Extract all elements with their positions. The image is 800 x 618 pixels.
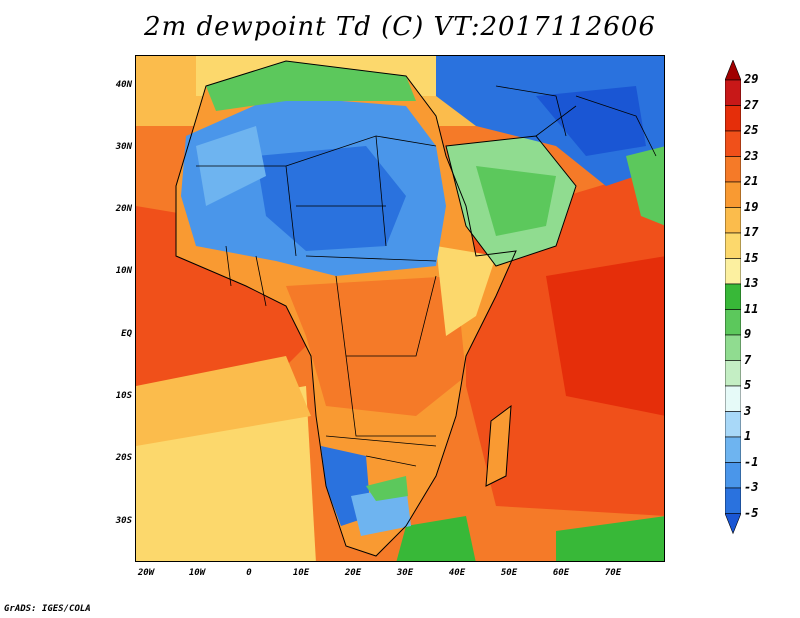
colorbar-segment xyxy=(725,105,741,132)
north-africa-coast-green xyxy=(206,61,416,111)
east-africa-moderate xyxy=(436,246,496,336)
middle-east-dry xyxy=(436,56,664,186)
colorbar-bottom-arrow xyxy=(725,513,741,535)
colorbar-segment xyxy=(725,258,741,285)
colorbar-level-label: -1 xyxy=(744,454,759,469)
country-borders xyxy=(196,135,437,467)
colorbar-segment xyxy=(725,411,741,438)
colorbar-segment xyxy=(725,283,741,310)
colorbar-level-label: 27 xyxy=(744,97,759,112)
south-africa-dry xyxy=(351,486,411,536)
colorbar-segment xyxy=(725,309,741,336)
colorbar-segment xyxy=(725,156,741,183)
colorbar-segment xyxy=(725,487,741,514)
colorbar-level-label: 21 xyxy=(744,174,759,188)
colorbar-segment xyxy=(725,334,741,361)
colorbar-segment xyxy=(725,207,741,234)
dewpoint-map xyxy=(136,56,664,561)
southern-ocean-green xyxy=(396,516,476,561)
colorbar-segment xyxy=(725,181,741,208)
lat-tick-label: EQ xyxy=(121,329,132,339)
map-title: 2m dewpoint Td (C) VT:2017112606 xyxy=(144,12,656,42)
lat-tick-label: 30S xyxy=(115,516,132,526)
colorbar-top-arrow xyxy=(725,60,741,81)
map-plot-area xyxy=(135,55,665,562)
colorbar-level-label: 3 xyxy=(744,403,752,418)
africa-coastline xyxy=(175,60,517,557)
south-atlantic-mid xyxy=(136,356,311,446)
colorbar-segment xyxy=(725,79,741,106)
sahara-very-dry xyxy=(256,146,406,251)
colorbar-level-label: -5 xyxy=(744,505,759,520)
indian-ocean-hot xyxy=(546,256,664,416)
colorbar-segment xyxy=(725,385,741,412)
colorbar xyxy=(725,60,741,535)
colorbar-level-label: 19 xyxy=(744,199,759,214)
lon-tick-label: 40E xyxy=(448,568,466,578)
madagascar-coastline xyxy=(485,404,512,487)
lon-tick-label: 60E xyxy=(552,568,570,578)
colorbar-level-label: 15 xyxy=(744,250,759,265)
colorbar-level-label: 17 xyxy=(744,225,759,239)
asia-borders xyxy=(495,85,657,157)
lon-tick-label: 70E xyxy=(604,568,622,578)
colorbar-level-label: 25 xyxy=(744,123,759,137)
colorbar-segment xyxy=(725,462,741,489)
colorbar-segment xyxy=(725,436,741,463)
lon-tick-label: 50E xyxy=(500,568,518,578)
madagascar xyxy=(486,406,511,486)
colorbar-level-label: 9 xyxy=(744,327,752,341)
colorbar-level-label: 11 xyxy=(744,301,759,316)
colorbar-level-label: 29 xyxy=(744,72,759,86)
iran-dry xyxy=(536,86,646,156)
lon-tick-label: 30E xyxy=(396,568,414,578)
central-africa-humid xyxy=(286,276,466,416)
india-green xyxy=(626,146,664,226)
lon-tick-label: 0 xyxy=(246,568,252,578)
colorbar-level-label: 7 xyxy=(744,352,752,367)
arabia-green xyxy=(476,166,556,236)
colorbar-level-label: 5 xyxy=(744,378,752,392)
colorbar-level-label: -3 xyxy=(744,480,759,494)
colorbar-level-label: 13 xyxy=(744,276,759,290)
lat-tick-label: 30N xyxy=(115,142,132,152)
southern-ocean-green-east xyxy=(556,516,664,561)
lat-tick-label: 10N xyxy=(115,266,132,276)
south-africa-green xyxy=(366,476,408,501)
lat-tick-label: 20S xyxy=(115,453,132,463)
lon-tick-label: 10E xyxy=(292,568,310,578)
colorbar-segment xyxy=(725,130,741,157)
lat-tick-label: 10S xyxy=(115,391,132,401)
lon-tick-label: 20W xyxy=(137,568,155,578)
colorbar-segment xyxy=(725,360,741,387)
lon-tick-label: 20E xyxy=(344,568,362,578)
lat-tick-label: 20N xyxy=(115,204,132,214)
colorbar-level-label: 1 xyxy=(744,429,752,443)
colorbar-level-label: 23 xyxy=(744,148,759,163)
grads-credit: GrADS: IGES/COLA xyxy=(4,604,91,614)
lat-tick-label: 40N xyxy=(115,80,132,90)
colorbar-segment xyxy=(725,232,741,259)
lon-tick-label: 10W xyxy=(188,568,206,578)
